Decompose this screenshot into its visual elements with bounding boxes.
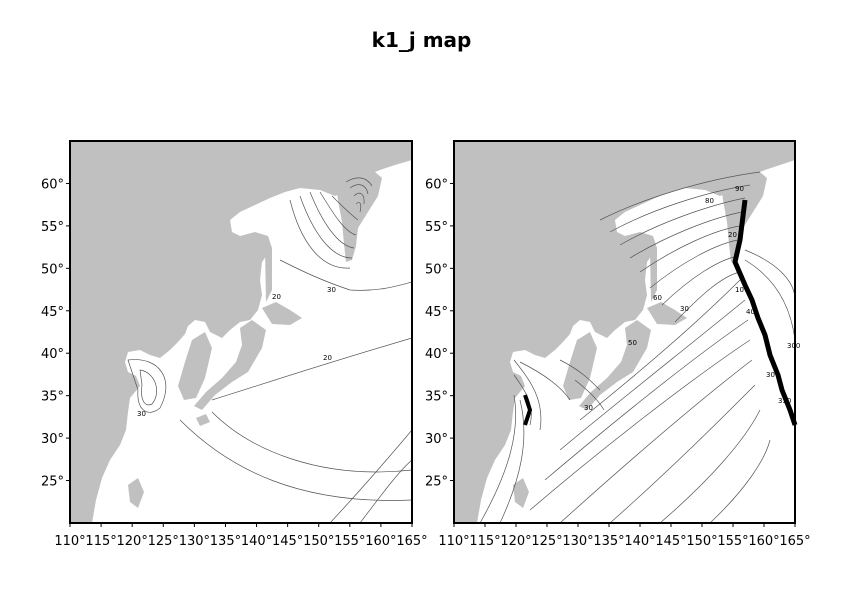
lon-tick-label: 130° bbox=[562, 534, 593, 549]
lat-tick-label: 50° bbox=[425, 262, 448, 277]
land-mass bbox=[70, 141, 412, 523]
contour-label: 40 bbox=[746, 308, 755, 316]
lat-tick-label: 50° bbox=[41, 262, 64, 277]
lat-tick-label: 30° bbox=[425, 432, 448, 447]
lon-tick-label: 160° bbox=[365, 534, 396, 549]
contour-label: 30 bbox=[327, 286, 336, 294]
lat-tick-label: 40° bbox=[41, 347, 64, 362]
lon-tick-label: 125° bbox=[531, 534, 562, 549]
lon-tick-label: 155° bbox=[717, 534, 748, 549]
lon-tick-label: 150° bbox=[686, 534, 717, 549]
lon-tick-label: 145° bbox=[272, 534, 303, 549]
contour-label: 10 bbox=[735, 286, 744, 294]
contour-label: 30 bbox=[137, 410, 146, 418]
contour-label: 30 bbox=[584, 404, 593, 412]
contour-label: 50 bbox=[628, 339, 637, 347]
lon-tick-label: 125° bbox=[148, 534, 179, 549]
amphidromic-ridge bbox=[523, 199, 798, 426]
lat-tick-label: 25° bbox=[425, 475, 448, 490]
lon-tick-label: 155° bbox=[334, 534, 365, 549]
lat-tick-label: 45° bbox=[41, 305, 64, 320]
lat-tick-label: 25° bbox=[41, 475, 64, 490]
lat-tick-label: 45° bbox=[425, 305, 448, 320]
lat-tick-label: 40° bbox=[425, 347, 448, 362]
lon-tick-label: 160° bbox=[748, 534, 779, 549]
lat-tick-label: 60° bbox=[41, 177, 64, 192]
contour-label: 20 bbox=[728, 231, 737, 239]
contour-label: 30 bbox=[766, 371, 775, 379]
lon-tick-label: 165° bbox=[779, 534, 810, 549]
contour-label: 300 bbox=[787, 342, 800, 350]
lon-tick-label: 150° bbox=[303, 534, 334, 549]
contour-label: 80 bbox=[705, 197, 714, 205]
lon-tick-label: 130° bbox=[179, 534, 210, 549]
lat-tick-labels: 25° 30° 35° 40° 45° 50° 55° 60° bbox=[425, 177, 454, 490]
contour-label: 60 bbox=[653, 294, 662, 302]
lon-tick-label: 140° bbox=[624, 534, 655, 549]
contour-label: 20 bbox=[272, 293, 281, 301]
lat-tick-label: 35° bbox=[41, 390, 64, 405]
lon-tick-label: 145° bbox=[655, 534, 686, 549]
lon-tick-label: 120° bbox=[117, 534, 148, 549]
lon-tick-label: 135° bbox=[593, 534, 624, 549]
contour-label: 20 bbox=[323, 354, 332, 362]
lat-tick-label: 55° bbox=[41, 220, 64, 235]
lat-tick-labels: 25° 30° 35° 40° 45° 50° 55° 60° bbox=[41, 177, 70, 490]
contour-label: 30 bbox=[680, 305, 689, 313]
contour-label: 90 bbox=[735, 185, 744, 193]
lon-tick-label: 115° bbox=[469, 534, 500, 549]
lon-tick-label: 140° bbox=[241, 534, 272, 549]
lat-tick-label: 55° bbox=[425, 220, 448, 235]
lon-tick-labels: 110° 115° 120° 125° 130° 135° 140° 145° 150° 155°… bbox=[438, 523, 811, 549]
lat-tick-label: 30° bbox=[41, 432, 64, 447]
contour-label: 330 bbox=[778, 397, 791, 405]
lon-tick-label: 110° bbox=[54, 534, 85, 549]
lon-tick-label: 110° bbox=[438, 534, 469, 549]
lon-tick-labels: 110° 115° 120° 125° 130° 135° 140° 145° 150° 155°… bbox=[54, 523, 428, 549]
lon-tick-label: 165° bbox=[396, 534, 427, 549]
lon-tick-label: 120° bbox=[500, 534, 531, 549]
lat-tick-label: 60° bbox=[425, 177, 448, 192]
map-frame bbox=[69, 140, 413, 524]
map-panel-amplitude: 20 30 20 30 110° 115° 120° 125° 130° 135° 140°… bbox=[41, 140, 428, 549]
contour-lines bbox=[127, 177, 412, 523]
contour-lines bbox=[479, 171, 795, 523]
map-frame bbox=[453, 140, 796, 524]
map-title: k1_j map bbox=[371, 28, 472, 52]
lon-tick-label: 115° bbox=[85, 534, 116, 549]
lon-tick-label: 135° bbox=[210, 534, 241, 549]
map-panel-phase: 90 80 20 10 30 40 30 60 300 330 30 50 11… bbox=[425, 140, 811, 549]
lat-tick-label: 35° bbox=[425, 390, 448, 405]
